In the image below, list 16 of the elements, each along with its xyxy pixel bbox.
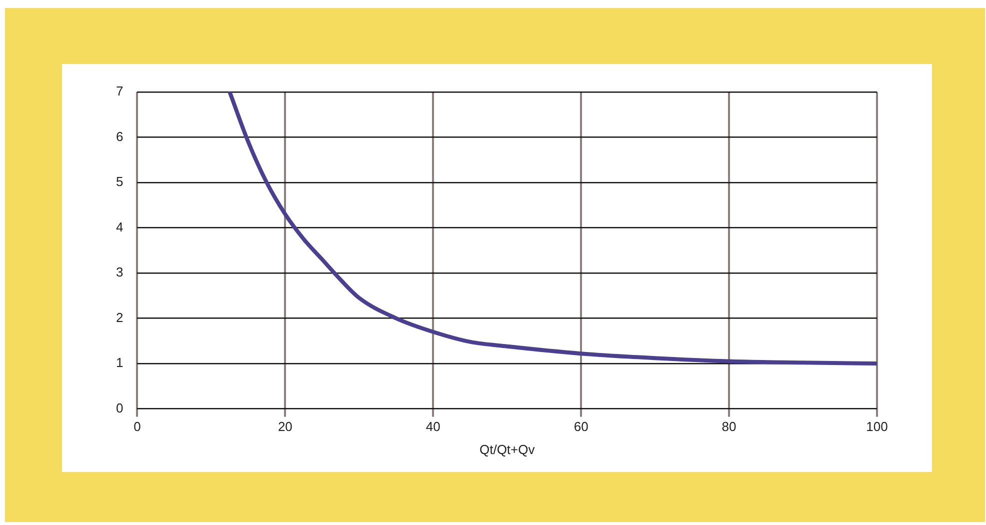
y-tick-label: 0 bbox=[116, 400, 124, 416]
x-tick-label: 80 bbox=[722, 419, 736, 434]
y-tick-label: 4 bbox=[116, 219, 124, 234]
x-tick-label: 20 bbox=[278, 419, 292, 434]
x-tick-label: 40 bbox=[426, 419, 440, 434]
y-tick-label: 6 bbox=[116, 128, 124, 144]
x-axis-title: Qt/Qt+Qv bbox=[479, 442, 536, 457]
y-tick-label: 1 bbox=[116, 355, 124, 370]
x-tick-label: 0 bbox=[134, 419, 141, 434]
line-series bbox=[228, 92, 877, 366]
y-tick-label: 3 bbox=[116, 264, 124, 280]
x-tick-label: 60 bbox=[574, 419, 588, 434]
x-tick-label: 100 bbox=[866, 419, 888, 434]
y-tick-label: 5 bbox=[116, 174, 124, 190]
y-tick-label: 7 bbox=[116, 84, 124, 99]
y-tick-label: 2 bbox=[116, 310, 124, 325]
